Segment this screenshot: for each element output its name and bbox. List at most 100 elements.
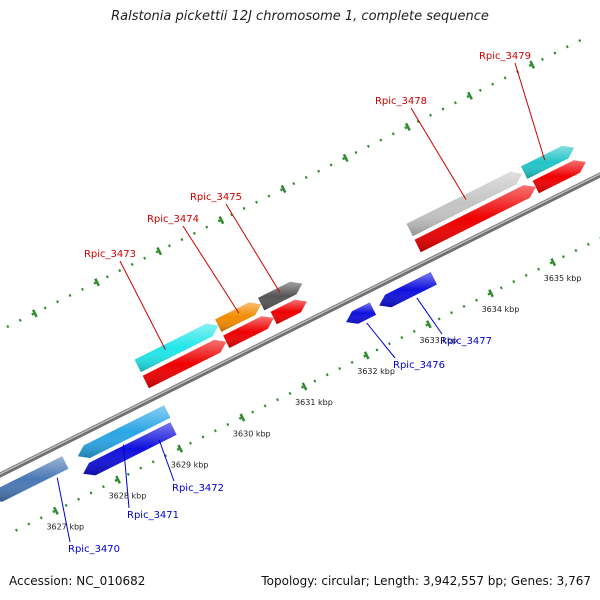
gene-label-rpic_3474[interactable]: Rpic_3474 <box>147 214 199 225</box>
label-layer: Rpic_3470 Rpic_3471 Rpic_3472 Rpic_3473 Rpic… <box>56 51 546 555</box>
minor-tick <box>404 126 408 130</box>
minor-tick <box>230 213 234 217</box>
gene-rpic_3476 <box>346 302 377 324</box>
minor-tick <box>213 429 217 433</box>
minor-tick <box>400 335 404 340</box>
map-title: Ralstonia pickettii 12J chromosome 1, co… <box>111 9 489 24</box>
minor-tick <box>450 311 454 315</box>
leader-line <box>122 444 130 509</box>
minor-tick <box>192 231 196 235</box>
minor-tick <box>130 262 134 266</box>
minor-tick <box>553 51 557 55</box>
leader-line <box>158 439 175 482</box>
cds-arrow <box>270 299 307 325</box>
cds-arrow <box>532 160 586 194</box>
minor-tick <box>118 269 122 273</box>
minor-tick <box>487 292 491 296</box>
major-tick <box>156 247 163 256</box>
major-tick <box>467 91 473 100</box>
tick-label: 3633 kbp <box>419 336 457 345</box>
gene-label-rpic_3473[interactable]: Rpic_3473 <box>84 249 136 260</box>
minor-tick <box>255 200 258 204</box>
gene-rpic_3479 <box>521 145 575 179</box>
minor-tick <box>64 503 68 507</box>
minor-tick <box>267 194 271 198</box>
gene-label-rpic_3475[interactable]: Rpic_3475 <box>190 192 242 203</box>
minor-tick <box>537 267 541 271</box>
minor-tick <box>52 510 56 514</box>
gene-rpic_3477 <box>379 272 437 308</box>
minor-tick <box>300 385 304 389</box>
leader-line <box>416 297 443 335</box>
minor-tick <box>313 379 317 383</box>
minor-tick <box>387 342 391 346</box>
tick-label: 3629 kbp <box>171 460 209 469</box>
major-tick <box>488 289 494 298</box>
minor-tick <box>499 286 503 290</box>
minor-tick <box>478 88 482 92</box>
major-tick <box>529 60 536 69</box>
minor-tick <box>366 144 370 148</box>
tick-label: 3631 kbp <box>295 398 333 407</box>
minor-tick <box>338 367 342 371</box>
gene-label-rpic_3471[interactable]: Rpic_3471 <box>127 510 179 521</box>
minor-tick <box>586 242 590 246</box>
minor-tick <box>43 306 47 310</box>
tick-label: 3630 kbp <box>233 429 271 438</box>
major-tick <box>52 506 59 515</box>
leader-line <box>225 203 281 293</box>
backbone-layer <box>0 172 600 478</box>
minor-tick <box>304 175 308 179</box>
minor-tick <box>412 329 416 333</box>
tick-label: 3635 kbp <box>544 274 582 283</box>
gene-label-rpic_3476[interactable]: Rpic_3476 <box>393 360 445 371</box>
minor-tick <box>462 304 466 309</box>
major-tick <box>239 413 246 422</box>
minor-tick <box>6 325 10 329</box>
cds-arrow <box>223 316 274 348</box>
minor-tick <box>549 261 553 265</box>
accession-text: Accession: NC_010682 <box>9 574 146 588</box>
leader-line <box>182 225 240 314</box>
minor-tick <box>578 39 582 43</box>
gene-label-rpic_3478[interactable]: Rpic_3478 <box>375 96 427 107</box>
minor-tick <box>68 293 72 298</box>
backbone-highlight <box>0 173 600 475</box>
major-tick <box>31 309 38 318</box>
major-tick <box>301 382 308 391</box>
minor-tick <box>93 281 97 285</box>
minor-tick <box>342 157 345 161</box>
minor-tick <box>201 435 205 439</box>
gene-label-rpic_3470[interactable]: Rpic_3470 <box>68 544 120 555</box>
gene-label-rpic_3479[interactable]: Rpic_3479 <box>479 51 531 62</box>
minor-tick <box>151 460 155 464</box>
minor-tick <box>292 182 296 186</box>
major-tick <box>404 122 411 131</box>
leader-line <box>56 477 71 543</box>
leader-line <box>514 62 546 161</box>
minor-tick <box>288 391 292 396</box>
minor-tick <box>329 163 333 167</box>
minor-tick <box>89 491 93 495</box>
major-tick <box>115 475 121 484</box>
minor-tick <box>27 522 31 526</box>
minor-tick <box>31 312 35 316</box>
gene-rpic_3473 <box>134 323 219 373</box>
minor-tick <box>251 410 255 414</box>
major-tick <box>425 320 432 329</box>
minor-tick <box>354 150 358 155</box>
minor-tick <box>491 82 495 86</box>
minor-tick <box>189 441 192 445</box>
gene-label-rpic_3477[interactable]: Rpic_3477 <box>440 336 492 347</box>
major-tick <box>218 215 225 225</box>
gene-rpic_3472 <box>83 422 177 476</box>
gene-label-rpic_3472[interactable]: Rpic_3472 <box>172 483 224 494</box>
minor-tick <box>375 348 379 352</box>
gene-rpic_3475 <box>258 281 303 311</box>
minor-tick <box>437 317 441 321</box>
major-tick <box>94 278 100 287</box>
minor-tick <box>56 300 60 304</box>
major-tick <box>280 184 287 194</box>
minor-tick <box>524 273 528 277</box>
